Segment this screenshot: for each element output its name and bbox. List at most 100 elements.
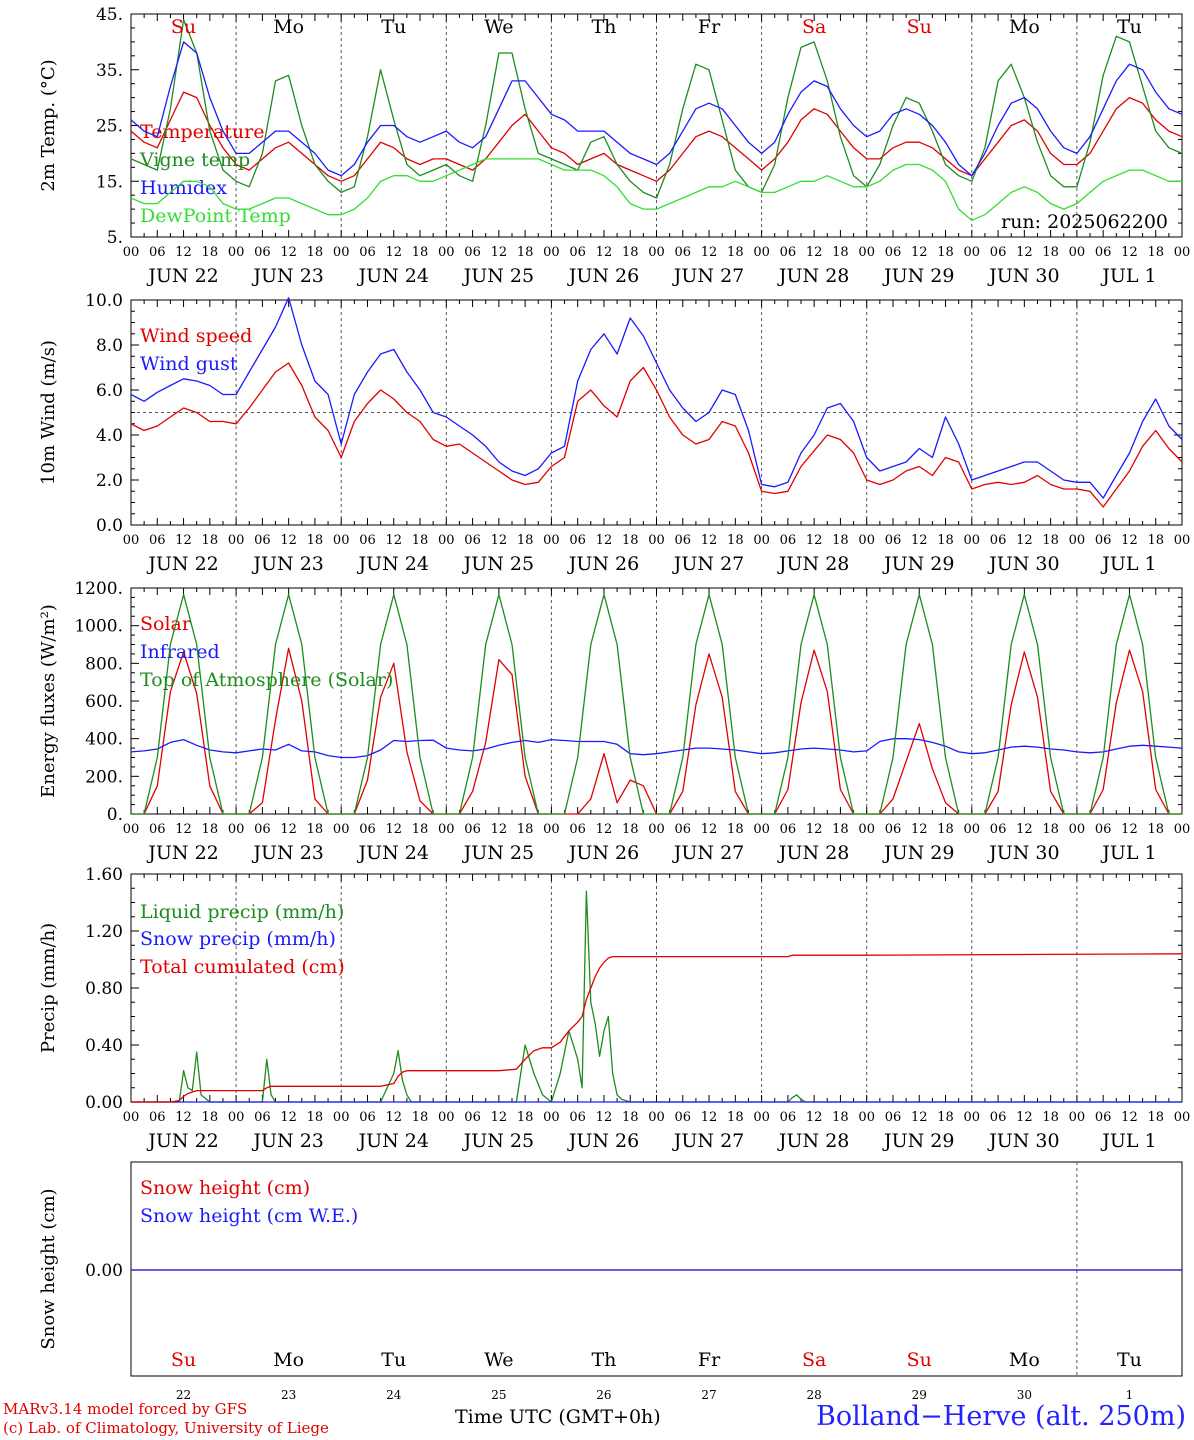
hour-tick-label: 12 [701, 822, 718, 837]
day-label: JUN 26 [567, 265, 639, 287]
hour-tick-label: 00 [1174, 533, 1191, 548]
hour-tick-label: 00 [648, 822, 665, 837]
hour-tick-label: 18 [622, 533, 639, 548]
y-tick-label: 8.0 [96, 336, 123, 356]
hour-tick-label: 06 [990, 533, 1007, 548]
day-label: JUN 27 [672, 265, 744, 287]
hour-tick-label: 18 [937, 822, 954, 837]
hour-tick-label: 00 [543, 533, 560, 548]
hour-tick-label: 00 [438, 822, 455, 837]
y-tick-label: 0.80 [85, 979, 123, 999]
day-label: JUN 28 [777, 265, 849, 287]
series-line-dewpoint-temp [130, 158, 1182, 221]
hour-tick-label: 12 [280, 1110, 297, 1125]
hour-tick-label: 18 [307, 1110, 324, 1125]
day-label: JUN 24 [357, 1130, 429, 1152]
hour-tick-label: 12 [1121, 1110, 1138, 1125]
legend-entry: Humidex [140, 177, 227, 199]
hour-tick-label: 12 [1016, 245, 1033, 260]
weekday-label: We [484, 16, 513, 38]
y-tick-label: 5. [107, 228, 123, 248]
y-tick-label: 25. [96, 117, 123, 137]
y-tick-label: 1200. [74, 579, 123, 599]
y-tick-label: 0.40 [85, 1036, 123, 1056]
hour-tick-label: 00 [753, 533, 770, 548]
station-name: Bolland−Herve (alt. 250m) [816, 1401, 1186, 1432]
hour-tick-label: 12 [1121, 533, 1138, 548]
hour-tick-label: 18 [517, 245, 534, 260]
weekday-label: Su [907, 16, 932, 38]
hour-tick-label: 12 [385, 1110, 402, 1125]
y-tick-label: 0.00 [85, 1261, 123, 1281]
hour-tick-label: 06 [254, 822, 271, 837]
hour-tick-label: 18 [517, 533, 534, 548]
hour-tick-label: 06 [359, 822, 376, 837]
hour-tick-label: 12 [596, 533, 613, 548]
hour-tick-label: 12 [596, 1110, 613, 1125]
hour-tick-label: 12 [1121, 822, 1138, 837]
hour-tick-label: 18 [517, 1110, 534, 1125]
hour-tick-label: 06 [675, 533, 692, 548]
hour-tick-label: 06 [464, 245, 481, 260]
hour-tick-label: 06 [675, 245, 692, 260]
hour-tick-label: 18 [832, 245, 849, 260]
hour-tick-label: 06 [149, 533, 166, 548]
day-number-label: 22 [176, 1388, 191, 1402]
hour-tick-label: 00 [333, 1110, 350, 1125]
hour-tick-label: 12 [175, 1110, 192, 1125]
hour-tick-label: 12 [280, 245, 297, 260]
hour-tick-label: 12 [596, 822, 613, 837]
hour-tick-label: 00 [1069, 822, 1086, 837]
y-tick-label: 1.20 [85, 922, 123, 942]
hour-tick-label: 12 [911, 822, 928, 837]
panel-4: 00 06 12 18 00 06 12 18 00 06 12 18 00 06 12 18 00 06 12 18… [38, 865, 1190, 1152]
weekday-label: Sa [802, 16, 826, 38]
hour-tick-label: 12 [280, 822, 297, 837]
day-label: JUN 25 [462, 842, 534, 864]
hour-tick-label: 06 [885, 1110, 902, 1125]
weekday-label: Mo [1009, 16, 1040, 38]
day-number-label: 26 [596, 1388, 611, 1402]
model-credit: MARv3.14 model forced by GFS [3, 1400, 248, 1418]
legend-entry: Snow precip (mm/h) [140, 928, 336, 950]
day-label: JUN 28 [777, 842, 849, 864]
legend-entry: Temperature [140, 121, 264, 143]
hour-tick-label: 00 [964, 245, 981, 260]
hour-tick-label: 06 [675, 822, 692, 837]
hour-tick-label: 00 [123, 1110, 140, 1125]
hour-tick-label: 18 [1147, 1110, 1164, 1125]
hour-tick-label: 00 [228, 533, 245, 548]
day-label: JUN 27 [672, 553, 744, 575]
panel-5: 0.00 Snow height (cm) Snow height (cm) Snow… [38, 1161, 1183, 1402]
hour-tick-label: 06 [254, 533, 271, 548]
hour-tick-label: 06 [464, 533, 481, 548]
hour-tick-label: 00 [858, 822, 875, 837]
day-label: JUL 1 [1100, 842, 1156, 864]
day-label: JUN 25 [462, 1130, 534, 1152]
hour-tick-label: 00 [753, 245, 770, 260]
legend-entry: Snow height (cm) [140, 1177, 310, 1199]
day-label: JUN 29 [882, 265, 954, 287]
hour-tick-label: 06 [1095, 245, 1112, 260]
hour-tick-label: 00 [858, 533, 875, 548]
hour-tick-label: 06 [569, 533, 586, 548]
legend-entry: Snow height (cm W.E.) [140, 1205, 358, 1227]
y-tick-label: 1.60 [85, 865, 123, 885]
hour-tick-label: 12 [1016, 1110, 1033, 1125]
hour-tick-label: 00 [1174, 822, 1191, 837]
day-label: JUN 30 [987, 265, 1059, 287]
hour-tick-label: 06 [885, 533, 902, 548]
hour-tick-label: 12 [385, 245, 402, 260]
y-axis-label: Energy fluxes (W/m²) [38, 604, 59, 798]
copyright-credit: (c) Lab. of Climatology, University of L… [3, 1419, 329, 1437]
hour-tick-label: 18 [727, 533, 744, 548]
hour-tick-label: 18 [1042, 1110, 1059, 1125]
day-number-label: 27 [701, 1388, 716, 1402]
panel-2: 00 06 12 18 00 06 12 18 00 06 12 18 00 06 12 18 00 06 12 18… [38, 291, 1190, 575]
hour-tick-label: 18 [832, 822, 849, 837]
series-line-top-of-atmosphere-solar- [131, 593, 1182, 815]
weekday-label: Th [591, 16, 616, 38]
time-axis-label: Time UTC (GMT+0h) [455, 1406, 661, 1428]
hour-tick-label: 12 [596, 245, 613, 260]
hour-tick-label: 18 [937, 1110, 954, 1125]
